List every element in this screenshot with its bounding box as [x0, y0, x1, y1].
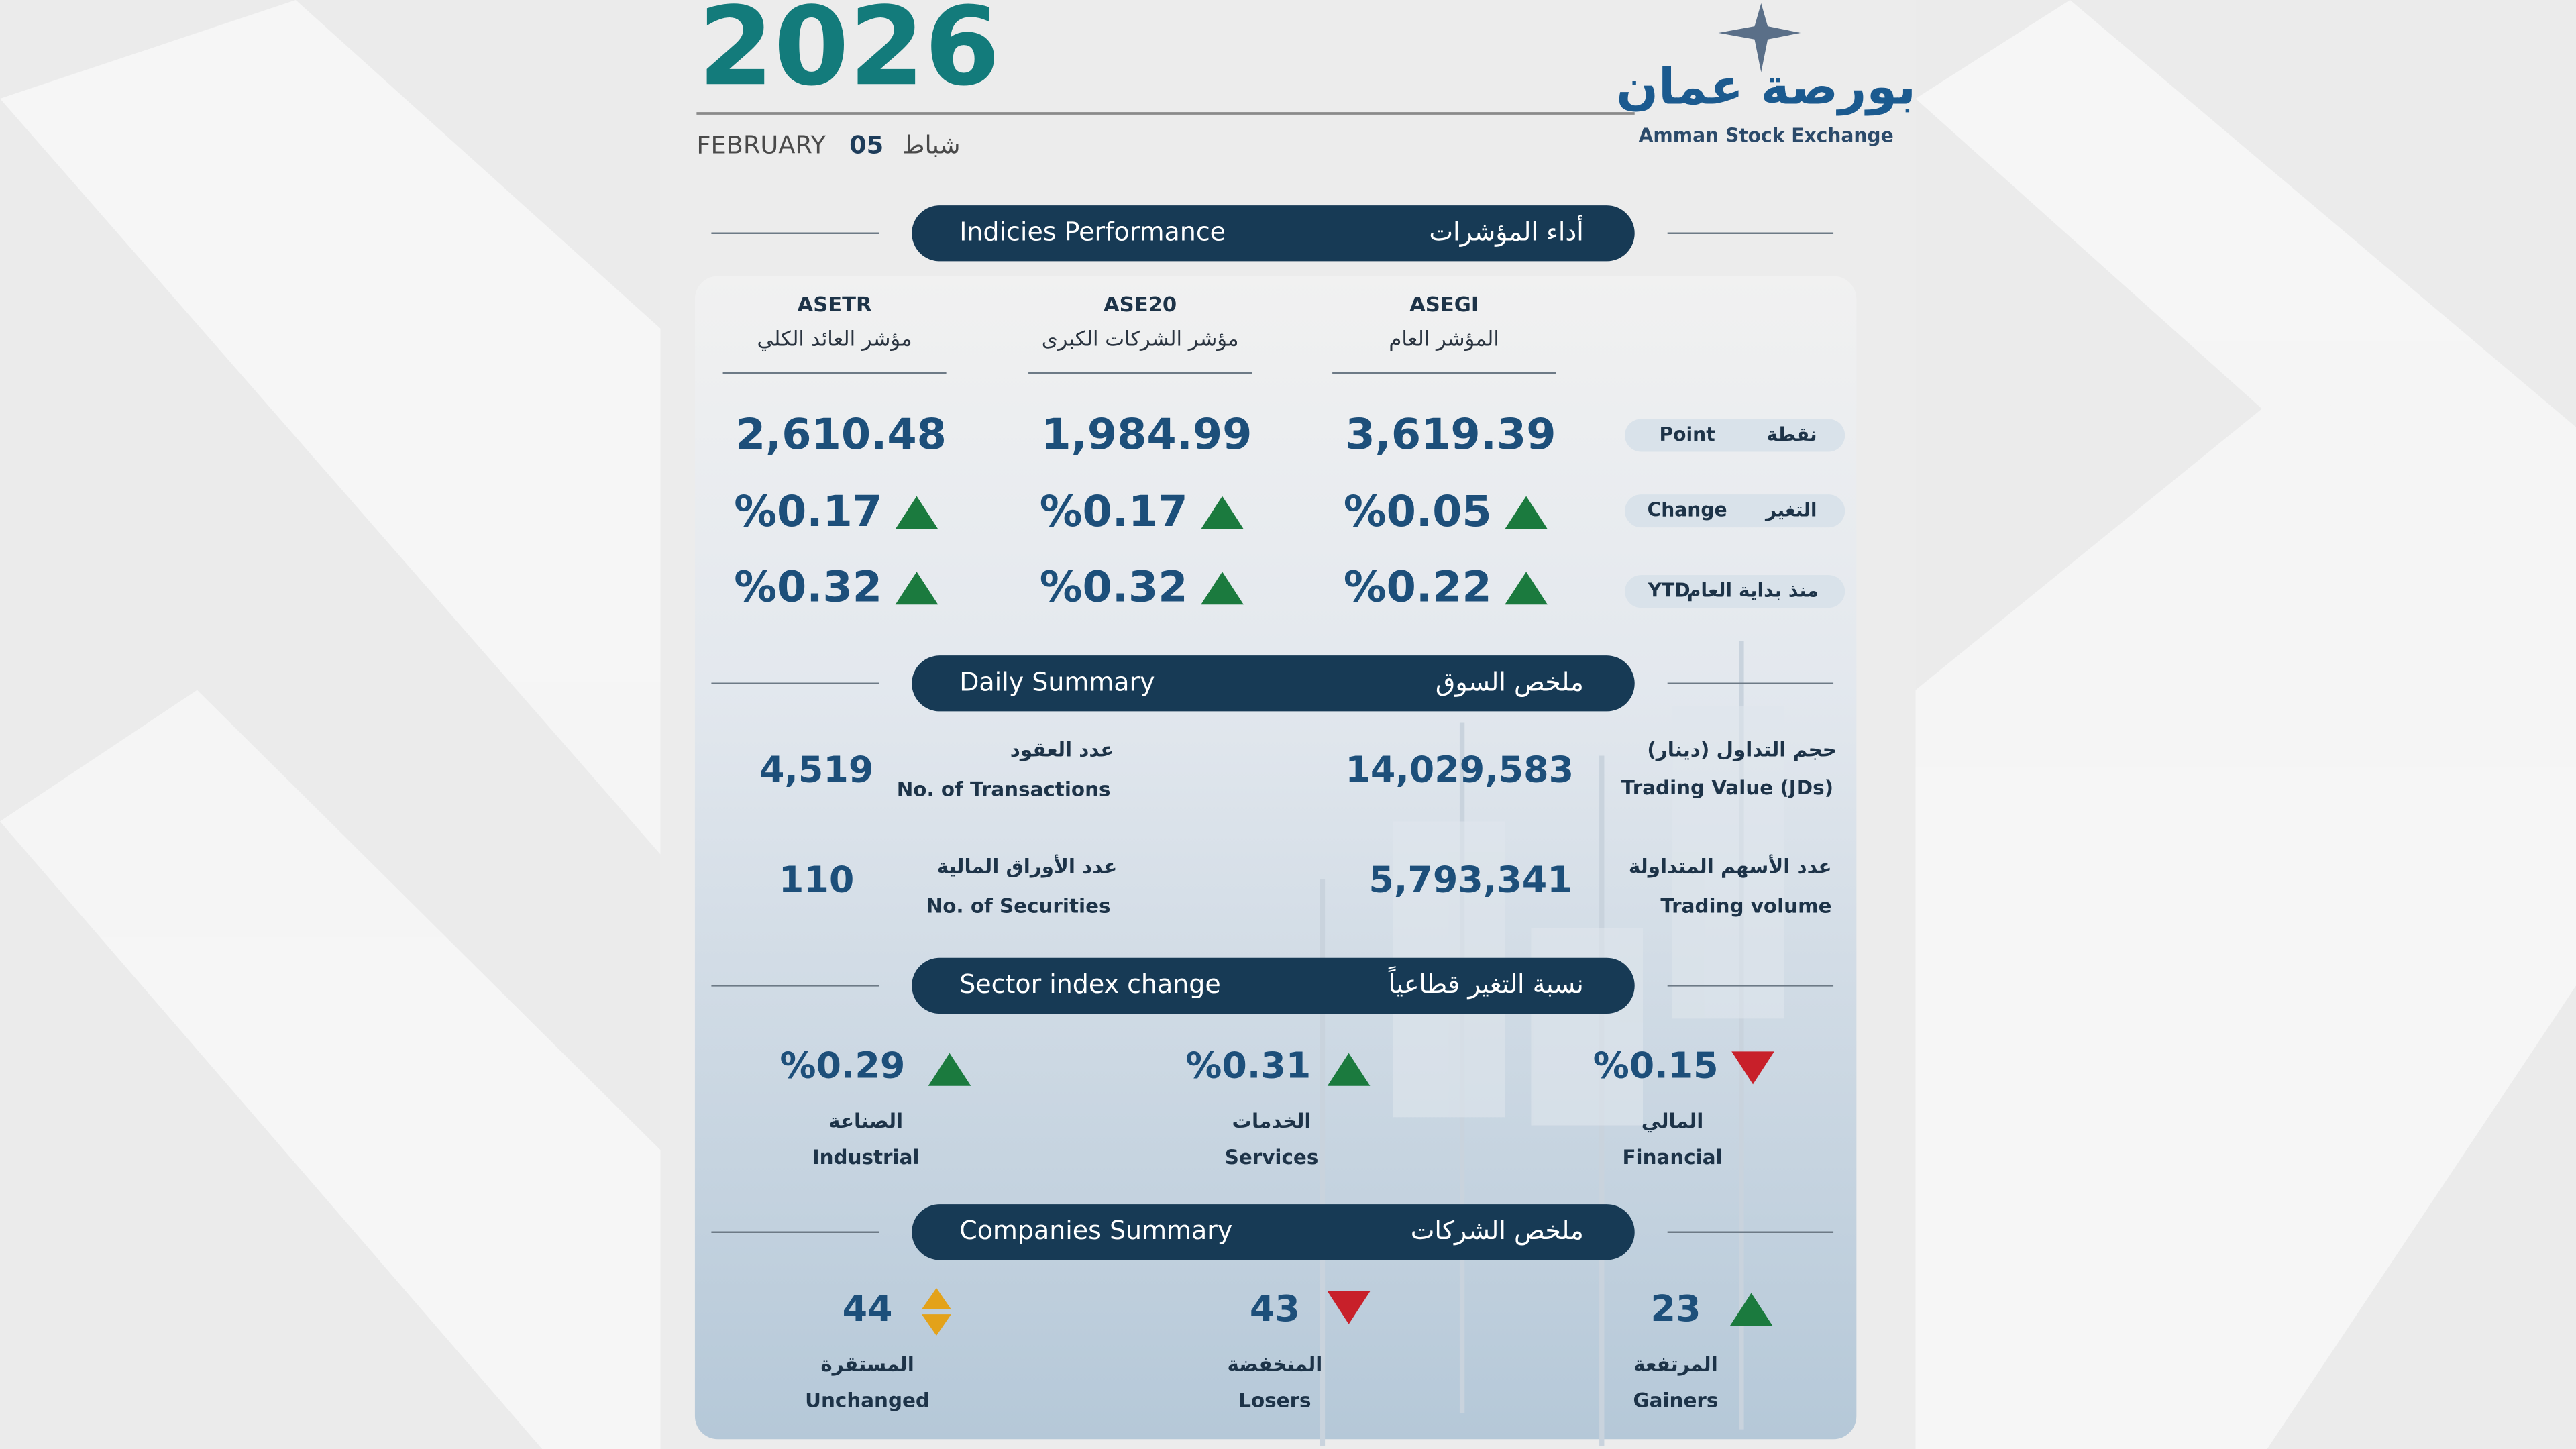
row-tag-en: Change	[1648, 499, 1727, 521]
index-point: 3,619.39	[1345, 410, 1556, 460]
index-name-ar: المؤشر العام	[1389, 327, 1499, 351]
month-en: FEBRUARY	[696, 130, 826, 159]
index-ytd: %0.32	[734, 563, 882, 612]
index-point: 1,984.99	[1041, 410, 1252, 460]
sector-label-ar: الصناعة	[828, 1110, 903, 1132]
daily-label-ar: عدد الأوراق المالية	[937, 855, 1118, 878]
section-title-ar: أداء المؤشرات	[1429, 215, 1583, 247]
sector-label-en: Financial	[1622, 1146, 1722, 1169]
daily-label-en: Trading volume	[1660, 894, 1831, 917]
company-label-en: Gainers	[1633, 1389, 1719, 1411]
row-tag-ar: نقطة	[1766, 423, 1817, 445]
index-code: ASEGI	[1409, 293, 1479, 317]
index-ytd: %0.32	[1040, 563, 1188, 612]
day: 05	[849, 130, 883, 159]
month-ar: شباط	[902, 130, 960, 159]
section-pill	[912, 957, 1635, 1014]
section-title-ar: نسبة التغير قطاعياً	[1389, 966, 1584, 1000]
index-code: ASETR	[798, 293, 872, 317]
daily-value: 5,793,341	[1368, 859, 1572, 901]
row-tag	[1625, 419, 1845, 452]
section-title-ar: ملخص السوق	[1436, 667, 1584, 697]
logo-en: Amman Stock Exchange	[1639, 124, 1894, 146]
index-change: %0.17	[1040, 487, 1188, 537]
year: 2026	[698, 0, 1000, 110]
sector-label-en: Industrial	[812, 1146, 920, 1169]
arrow-up	[928, 1053, 971, 1086]
row-tag-en: YTD	[1648, 580, 1690, 602]
company-label-ar: المنخفضة	[1227, 1353, 1322, 1376]
arrow-up	[895, 572, 938, 605]
section-title-en: Companies Summary	[959, 1216, 1232, 1245]
daily-value: 14,029,583	[1345, 749, 1574, 791]
company-count: 43	[1250, 1287, 1300, 1330]
arrow-down	[1731, 1051, 1774, 1085]
index-name-ar: مؤشر الشركات الكبرى	[1042, 327, 1239, 351]
section-title-ar: ملخص الشركات	[1411, 1216, 1584, 1246]
daily-label-en: No. of Securities	[926, 894, 1111, 917]
company-label-en: Unchanged	[805, 1389, 930, 1411]
index-point: 2,610.48	[736, 410, 947, 460]
arrow-up	[1327, 1053, 1371, 1086]
logo-star	[1718, 3, 1801, 72]
sector-label-ar: الخدمات	[1232, 1110, 1311, 1132]
row-tag-en: Point	[1660, 423, 1715, 445]
sector-value: %0.31	[1185, 1044, 1311, 1086]
index-name-ar: مؤشر العائد الكلي	[757, 327, 912, 351]
daily-label-en: No. of Transactions	[897, 777, 1111, 800]
company-label-en: Losers	[1238, 1389, 1311, 1411]
section-pill	[912, 1204, 1635, 1260]
daily-value: 4,519	[759, 749, 873, 791]
row-tag	[1625, 575, 1845, 608]
section-pill	[912, 205, 1635, 262]
sector-label-en: Services	[1225, 1146, 1319, 1169]
arrow-down	[921, 1314, 951, 1336]
section-pill	[912, 655, 1635, 712]
section-title-en: Indicies Performance	[959, 217, 1226, 246]
logo-ar: بورصة عمان	[1616, 59, 1916, 116]
arrow-up	[1729, 1293, 1773, 1326]
arrow-up	[921, 1288, 951, 1309]
company-label-ar: المستقرة	[820, 1353, 914, 1376]
arrow-up	[1201, 496, 1244, 529]
arrow-down	[1327, 1291, 1371, 1324]
row-tag-ar: منذ بداية العام	[1687, 580, 1819, 602]
daily-label-ar: عدد العقود	[1010, 739, 1114, 761]
section-title-en: Sector index change	[959, 969, 1221, 999]
sector-value: %0.29	[780, 1044, 906, 1086]
arrow-up	[1505, 572, 1548, 605]
arrow-up	[895, 496, 938, 529]
company-label-ar: المرتفعة	[1633, 1353, 1718, 1376]
daily-value: 110	[779, 859, 854, 901]
row-tag-ar: التغير	[1764, 499, 1817, 521]
index-change: %0.17	[734, 487, 882, 537]
company-count: 44	[843, 1287, 893, 1330]
index-change: %0.05	[1344, 487, 1492, 537]
daily-label-en: Trading Value (JDs)	[1621, 776, 1833, 799]
section-title-en: Daily Summary	[959, 667, 1155, 696]
arrow-up	[1201, 572, 1244, 605]
index-code: ASE20	[1104, 293, 1177, 317]
sector-label-ar: المالي	[1642, 1110, 1704, 1133]
arrow-up	[1505, 496, 1548, 529]
daily-label-ar: حجم التداول (دينار)	[1647, 739, 1837, 761]
row-tag	[1625, 494, 1845, 528]
daily-label-ar: عدد الأسهم المتداولة	[1629, 855, 1832, 878]
index-ytd: %0.22	[1344, 563, 1492, 612]
company-count: 23	[1650, 1287, 1701, 1330]
card	[694, 276, 1857, 1440]
sector-value: %0.15	[1593, 1044, 1719, 1086]
